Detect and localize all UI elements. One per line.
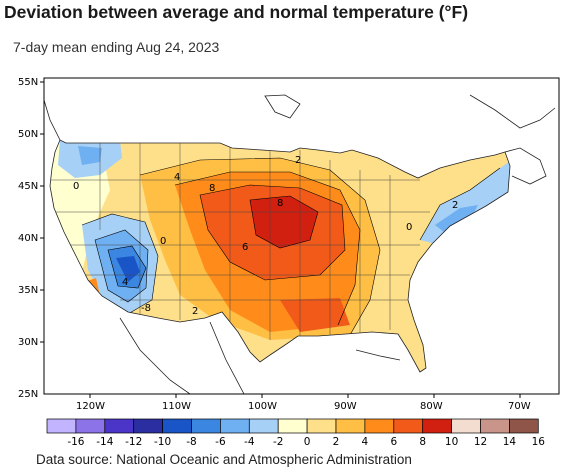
contour-label: 0 (406, 222, 412, 233)
lat-ticks (40, 81, 44, 343)
us-outline (49, 139, 511, 373)
lat-label: 45N (18, 181, 38, 192)
page-title: Deviation between average and normal tem… (4, 2, 469, 22)
colorbar-tick-label: -2 (273, 436, 283, 448)
colorbar-tick-label: -8 (186, 436, 196, 448)
canada-coast (44, 99, 61, 141)
colorbar-tick-label: 14 (503, 436, 517, 448)
cool-fill-mid (78, 146, 102, 165)
page-subtitle: 7-day mean ending Aug 24, 2023 (13, 39, 220, 55)
colorbar-tick-label: 0 (304, 436, 311, 448)
lon-label: 100W (248, 401, 277, 412)
lon-label: 80W (420, 401, 443, 412)
contour-label: 0 (160, 236, 166, 247)
colorbar-swatch (162, 418, 192, 434)
lat-label: 40N (18, 233, 38, 244)
colorbar-swatch (335, 418, 366, 434)
lat-label: 25N (18, 389, 38, 400)
latitude-axis: 55N 50N 45N 40N 35N 30N 25N (18, 77, 38, 400)
country-boundaries (44, 94, 556, 394)
colorbar-swatch (75, 418, 106, 434)
lon-label: 110W (162, 401, 191, 412)
mexico-gulf-coast (209, 321, 245, 394)
contour-label: 8 (277, 198, 283, 209)
lon-ticks (89, 394, 521, 398)
warm-fill-10 (250, 196, 318, 248)
colorbar-tick-label: 8 (419, 436, 426, 448)
anomaly-contours (81, 157, 501, 336)
contour-label: 4 (122, 277, 128, 288)
colorbar-tick-label: 10 (445, 436, 458, 448)
colorbar-swatch (191, 418, 221, 434)
contour-label: 2 (192, 306, 198, 317)
labrador-coast (469, 94, 556, 129)
colorbar-tick-label: 12 (474, 436, 487, 448)
colorbar-tick-label: 4 (362, 436, 369, 448)
state-boundaries (50, 143, 430, 340)
ne-cool-mid (435, 205, 478, 235)
contour-labels: 0 4 8 2 8 6 0 4 -8 2 0 2 (73, 155, 458, 317)
mexico-coast (119, 317, 191, 394)
lon-label: 90W (334, 401, 357, 412)
maritimes-coast (504, 147, 547, 185)
colorbar-tick-label: 6 (390, 436, 397, 448)
colorbar-tick-label: 2 (333, 436, 340, 448)
sw-cool-core (116, 256, 140, 282)
colorbar-swatch (364, 418, 395, 434)
lon-label: 70W (508, 401, 531, 412)
colorbar-tick-label: -14 (96, 436, 113, 448)
colorbar-swatch (277, 418, 308, 434)
colorbar-swatch (451, 418, 481, 434)
colorbar-swatch (393, 418, 424, 434)
contour-label: 0 (73, 181, 79, 192)
colorbar-swatch (422, 418, 452, 434)
contour-label: 2 (452, 200, 458, 211)
cuba-shore (355, 349, 401, 361)
colorbar-swatch (509, 418, 539, 434)
data-source-note: Data source: National Oceanic and Atmosp… (36, 452, 412, 467)
colorbar-tick-label: -12 (125, 436, 142, 448)
colorbar-swatch (104, 418, 135, 434)
lat-label: 50N (18, 129, 38, 140)
map-frame (43, 77, 560, 395)
lat-label: 55N (18, 77, 38, 88)
colorbar-swatch (220, 418, 250, 434)
colorbar-tick-label: -16 (67, 436, 84, 448)
temperature-shading (50, 140, 510, 372)
lat-label: 35N (18, 285, 38, 296)
contour-label: 6 (242, 242, 248, 253)
colorbar-swatch (480, 418, 510, 434)
colorbar: -16 -14 -12 -10 -8 -6 -4 -2 0 2 4 6 8 10 12 14 16 (46, 418, 546, 448)
colorbar-swatch (306, 418, 337, 434)
hudson-bay-shore (264, 94, 301, 119)
contour-label: 8 (209, 183, 215, 194)
colorbar-tick-label: 16 (532, 436, 546, 448)
colorbar-tick-label: -4 (244, 436, 255, 448)
colorbar-swatch (248, 418, 279, 434)
contour-label: -8 (141, 303, 151, 314)
south-warm-fill (280, 298, 350, 332)
colorbar-swatch (133, 418, 163, 434)
colorbar-swatch (46, 418, 77, 434)
lat-label: 30N (18, 337, 38, 348)
colorbar-tick-label: -6 (215, 436, 226, 448)
longitude-axis: 120W 110W 100W 90W 80W 70W (76, 401, 531, 412)
lon-label: 120W (76, 401, 105, 412)
contour-label: 2 (295, 155, 301, 166)
colorbar-tick-label: -10 (154, 436, 171, 448)
contour-label: 4 (174, 172, 180, 183)
